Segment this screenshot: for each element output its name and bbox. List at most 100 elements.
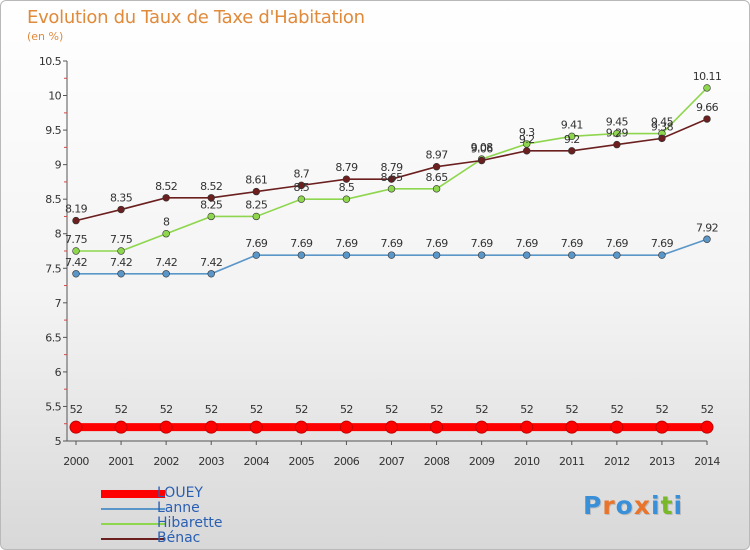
x-tick-label: 2012 — [604, 455, 630, 468]
data-point — [523, 147, 531, 155]
data-point — [297, 251, 306, 259]
data-label: 9.2 — [519, 133, 535, 146]
data-point — [249, 420, 263, 434]
data-label: 52 — [430, 403, 443, 416]
data-label: 7.92 — [696, 221, 718, 234]
data-label: 52 — [610, 403, 623, 416]
legend-swatch — [101, 538, 165, 540]
legend-label: Hibarette — [157, 515, 223, 531]
data-point — [207, 194, 215, 202]
data-label: 7.69 — [606, 237, 629, 250]
data-label: 7.42 — [110, 256, 132, 269]
data-point — [114, 420, 128, 434]
y-tick-label: 9.5 — [45, 124, 61, 137]
x-tick-label: 2002 — [153, 455, 179, 468]
data-label: 52 — [115, 403, 128, 416]
data-point — [432, 251, 441, 259]
data-label: 52 — [295, 403, 308, 416]
data-label: 52 — [385, 403, 398, 416]
data-point — [252, 251, 260, 259]
x-tick-label: 2010 — [514, 455, 540, 468]
data-label: 9.45 — [651, 116, 674, 129]
data-label: 7.42 — [155, 256, 177, 269]
x-tick-label: 2011 — [559, 455, 585, 468]
y-tick-label: 6.5 — [45, 331, 61, 344]
data-point — [387, 175, 396, 183]
data-label: 52 — [701, 403, 714, 416]
data-point — [658, 134, 666, 143]
data-point — [568, 251, 576, 259]
data-point — [613, 251, 621, 259]
data-point — [385, 420, 398, 434]
y-tick-label: 5.5 — [45, 400, 61, 413]
y-tick-label: 10.5 — [39, 55, 62, 68]
data-point — [207, 270, 215, 278]
y-tick-label: 8.5 — [45, 193, 61, 206]
data-label: 8.79 — [380, 161, 403, 174]
y-tick-label: 9 — [55, 159, 62, 172]
data-point — [613, 129, 621, 138]
data-label: 9.38 — [651, 120, 674, 133]
data-label: 7.69 — [516, 237, 539, 250]
legend: LOUEY Lanne Hibarette Bénac — [101, 485, 301, 546]
data-point — [117, 270, 125, 278]
data-point — [658, 251, 666, 259]
data-point — [117, 247, 125, 255]
data-point — [477, 251, 486, 259]
legend-swatch — [101, 490, 165, 498]
data-label: 52 — [160, 403, 173, 416]
data-point — [655, 420, 669, 434]
data-label: 9.45 — [606, 116, 629, 129]
data-label: 8.25 — [200, 198, 223, 211]
data-point — [568, 132, 576, 141]
data-point — [342, 251, 351, 259]
data-point — [565, 420, 579, 434]
data-point — [342, 195, 351, 203]
legend-swatch — [101, 523, 165, 525]
data-label: 8.61 — [245, 174, 267, 187]
y-tick-label: 10 — [48, 90, 61, 103]
x-tick-label: 2001 — [108, 455, 134, 468]
data-label: 52 — [250, 403, 263, 416]
data-point — [159, 420, 173, 434]
data-label: 9.3 — [519, 126, 535, 139]
data-label: 8.97 — [426, 149, 449, 162]
data-label: 8.79 — [335, 161, 358, 174]
x-tick-label: 2004 — [243, 455, 269, 468]
data-point — [72, 216, 80, 225]
legend-label: LOUEY — [157, 485, 203, 501]
data-label: 9.29 — [606, 127, 629, 140]
data-point — [204, 420, 218, 434]
data-label: 7.75 — [110, 233, 133, 246]
data-label: 7.69 — [561, 237, 584, 250]
data-label: 9.66 — [696, 101, 719, 114]
data-point — [475, 420, 489, 434]
data-point — [387, 185, 396, 193]
data-label: 52 — [565, 403, 578, 416]
data-point — [523, 251, 531, 259]
data-point — [162, 270, 170, 278]
data-point — [294, 420, 308, 434]
data-point — [613, 140, 621, 149]
data-label: 8.7 — [294, 167, 310, 180]
data-point — [117, 205, 125, 214]
data-point — [162, 230, 170, 238]
data-point — [252, 187, 260, 196]
data-label: 7.69 — [651, 237, 674, 250]
data-point — [297, 195, 306, 203]
data-label: 8.19 — [65, 203, 88, 216]
data-label: 9.06 — [471, 142, 494, 155]
data-label: 52 — [70, 403, 83, 416]
data-label: 52 — [520, 403, 533, 416]
data-label: 7.69 — [471, 237, 494, 250]
x-tick-label: 2008 — [424, 455, 450, 468]
data-label: 7.69 — [335, 237, 358, 250]
y-tick-label: 7 — [55, 297, 62, 310]
data-point — [703, 84, 711, 92]
data-point — [432, 185, 441, 193]
data-point — [703, 235, 711, 243]
data-point — [430, 420, 444, 434]
data-label: 9.41 — [561, 118, 583, 131]
